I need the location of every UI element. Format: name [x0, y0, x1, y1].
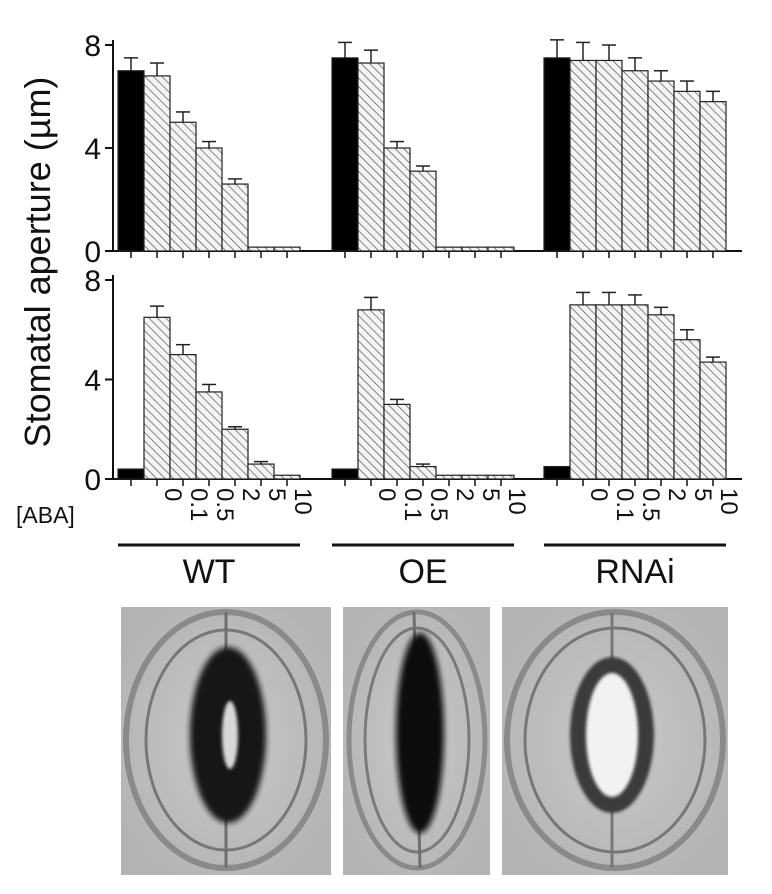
concentration-label: 0	[159, 488, 186, 501]
aba-bar	[621, 70, 649, 252]
aba-bar	[595, 59, 623, 252]
y-tick-label: 8	[84, 265, 101, 298]
aba-bar	[409, 170, 437, 252]
control-bar	[543, 465, 571, 480]
concentration-labels: 0 0.1 0.5 2 5 10 0 0.1 0.5 2 5 10 0 0.1 0.5 2 5 10	[159, 488, 742, 521]
aba-bar	[273, 246, 301, 252]
concentration-label: 0.1	[399, 488, 426, 521]
aba-bar	[435, 246, 463, 252]
aba-bar	[195, 391, 223, 480]
micrograph-wt	[121, 607, 331, 875]
control-bar	[543, 57, 571, 252]
aba-bar	[169, 121, 197, 252]
aba-bar	[647, 80, 675, 252]
chart-bottom: 0 4 8	[84, 265, 742, 497]
y-tick-label: 4	[84, 365, 101, 398]
aba-bar	[461, 474, 489, 480]
group-label: OE	[398, 553, 447, 591]
y-tick-label: 0	[84, 464, 101, 497]
aba-bar	[273, 474, 301, 480]
aba-bar	[357, 309, 385, 480]
y-tick-label: 4	[84, 133, 101, 166]
aba-bar	[247, 463, 275, 480]
aba-bar	[143, 75, 171, 252]
micrograph-rnai	[502, 607, 728, 875]
aba-bar	[247, 246, 275, 252]
concentration-label: 5	[263, 488, 290, 501]
aba-bar	[487, 474, 515, 480]
aba-bar	[221, 183, 249, 252]
concentration-label: 0	[373, 488, 400, 501]
concentration-label: 2	[237, 488, 264, 501]
concentration-label: 0.5	[211, 488, 238, 521]
concentration-label: 0.5	[637, 488, 664, 521]
control-bar	[331, 468, 359, 480]
aba-bar	[143, 316, 171, 480]
aba-bar	[621, 304, 649, 480]
aba-bar	[569, 304, 597, 480]
concentration-label: 0.1	[611, 488, 638, 521]
aba-bar	[383, 403, 411, 480]
micrograph-oe	[343, 607, 490, 875]
concentration-label: 5	[689, 488, 716, 501]
concentration-label: 2	[451, 488, 478, 501]
y-tick-label: 8	[84, 30, 101, 63]
concentration-label: 2	[663, 488, 690, 501]
aba-bar	[383, 147, 411, 252]
aba-bar	[409, 465, 437, 480]
aba-bar	[673, 339, 701, 480]
aba-bar	[595, 304, 623, 480]
aba-label: [ABA]	[16, 502, 75, 528]
aba-bar	[435, 474, 463, 480]
y-tick-label: 0	[84, 236, 101, 269]
aba-bar	[221, 428, 249, 480]
group-labels: WT OE RNAi	[118, 543, 726, 591]
control-bar	[117, 468, 145, 480]
aba-bar	[699, 101, 727, 252]
aba-bar	[195, 147, 223, 252]
y-axis-label: Stomatal aperture (µm)	[17, 77, 58, 448]
aba-bar	[673, 90, 701, 252]
control-bar	[331, 57, 359, 252]
concentration-label: 0.1	[185, 488, 212, 521]
aba-bar	[569, 59, 597, 252]
group-label: RNAi	[595, 553, 674, 591]
concentration-label: 10	[289, 488, 316, 515]
aba-bar	[357, 62, 385, 252]
aba-bar	[647, 314, 675, 480]
concentration-label: 0	[585, 488, 612, 501]
aba-bar	[169, 354, 197, 480]
aba-bar	[699, 361, 727, 480]
control-bar	[117, 70, 145, 252]
concentration-label: 5	[477, 488, 504, 501]
aba-bar	[461, 246, 489, 252]
concentration-label: 10	[715, 488, 742, 515]
chart-top: 0 4 8	[84, 30, 742, 269]
concentration-label: 10	[503, 488, 530, 515]
concentration-label: 0.5	[425, 488, 452, 521]
aba-bar	[487, 246, 515, 252]
group-label: WT	[183, 553, 236, 591]
